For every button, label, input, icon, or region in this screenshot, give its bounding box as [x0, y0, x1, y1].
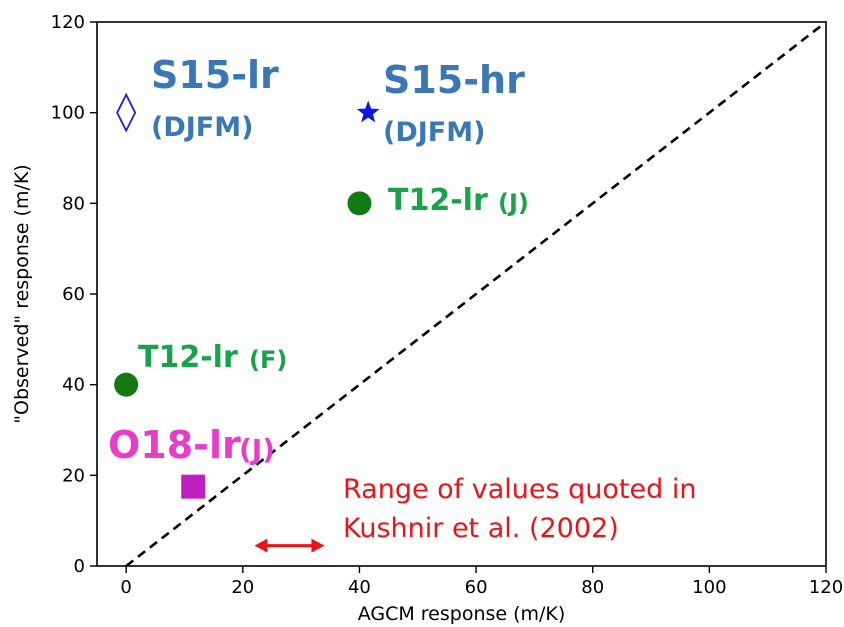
y-axis-ticks: 0 20 40 60 80 100 120: [51, 12, 97, 577]
point-diamond: [116, 92, 137, 133]
y-tick-label: 20: [62, 465, 85, 486]
annotation-label: T12-lr: [138, 340, 238, 375]
x-axis-label: AGCM response (m/K): [358, 603, 566, 625]
x-tick-label: 100: [692, 577, 726, 598]
annotation-label: S15-hr: [383, 58, 525, 102]
y-tick-label: 120: [51, 12, 85, 33]
annotation-sublabel: (DJFM): [383, 117, 485, 148]
point-star: [356, 100, 380, 123]
y-tick-label: 80: [62, 193, 85, 214]
annotation-label: O18-lr: [108, 423, 241, 467]
annotation-sublabel: (J): [239, 433, 275, 466]
y-tick-label: 100: [51, 103, 85, 124]
y-tick-label: 0: [74, 556, 85, 577]
annotation-sublabel: (J): [498, 189, 529, 217]
y-axis-label: "Observed" response (m/K): [11, 164, 33, 423]
x-tick-label: 120: [809, 577, 843, 598]
annotation-sublabel: (DJFM): [151, 112, 253, 143]
x-tick-label: 60: [465, 577, 488, 598]
data-points: [114, 92, 380, 499]
x-tick-label: 0: [120, 577, 131, 598]
range-arrow-right-head: [311, 538, 325, 553]
range-arrow-left-head: [254, 538, 268, 553]
one-to-one-dashed-line: [125, 20, 827, 568]
x-tick-label: 80: [581, 577, 604, 598]
range-note-text: Range of values quoted in: [343, 474, 696, 505]
point-square: [181, 474, 206, 499]
point-circle: [347, 191, 372, 216]
y-tick-label: 60: [62, 284, 85, 305]
y-tick-label: 40: [62, 375, 85, 396]
annotation-sublabel: (F): [249, 346, 287, 374]
point-circle: [114, 372, 139, 397]
point-annotations: S15-lr (DJFM) S15-hr (DJFM) T12-lr (J) T12-lr (…: [108, 53, 529, 467]
reference-line-layer: [125, 20, 827, 568]
range-note-text: Kushnir et al. (2002): [343, 513, 619, 544]
x-tick-label: 20: [231, 577, 254, 598]
x-axis-ticks: 0 20 40 60 80 100 120: [120, 566, 843, 598]
annotation-label: S15-lr: [151, 53, 279, 97]
x-tick-label: 40: [348, 577, 371, 598]
annotation-label: T12-lr: [388, 183, 488, 218]
range-note: Range of values quoted in Kushnir et al. …: [254, 474, 696, 553]
